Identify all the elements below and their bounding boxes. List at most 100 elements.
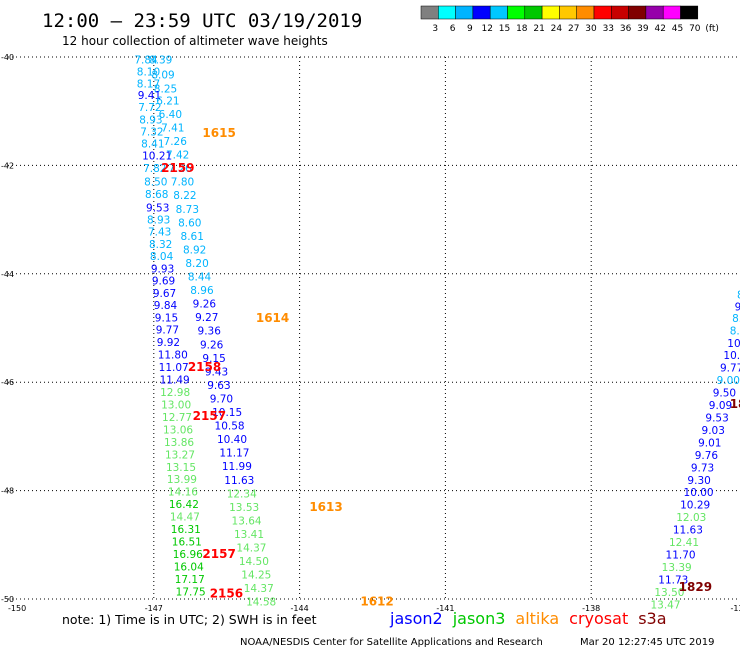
wave-height-label: 16.96 (173, 549, 203, 561)
colorbar-label: (ft) (705, 24, 719, 34)
time-label: 2157 (202, 547, 235, 561)
wave-height-label: 9.63 (207, 380, 230, 392)
colorbar-label: 45 (672, 24, 683, 34)
colorbar-swatch (559, 5, 577, 20)
colorbar-swatch (438, 5, 456, 20)
satellite-legend-s3a: s3a (638, 609, 666, 628)
wave-height-label: 9.03 (702, 425, 725, 437)
colorbar-label: 36 (620, 24, 632, 34)
time-labels: 1615 2159 1614 2158 2157 1613 2157 2156 1612 1829… (161, 126, 740, 609)
satellite-legend-altika: altika (515, 609, 559, 628)
wave-height-label: 9.53 (146, 203, 169, 215)
wave-height-label: 7.82 (143, 163, 166, 175)
wave-height-label: 8.73 (176, 204, 199, 216)
wave-height-label: 8.92 (183, 244, 206, 256)
wave-height-label: 11.49 (160, 374, 190, 386)
footnote: note: 1) Time is in UTC; 2) SWH is in fe… (62, 612, 317, 627)
wave-height-label: 9.26 (200, 339, 224, 351)
wave-height-label: 11.63 (673, 525, 703, 537)
colorbar-label: 33 (603, 24, 614, 34)
wave-height-label: 9.09 (709, 400, 732, 412)
colorbar-swatch (541, 5, 560, 20)
wave-height-label: 7.26 (168, 163, 192, 175)
satellite-legend-jason3: jason3 (452, 609, 506, 628)
y-tick-label: -50 (1, 595, 14, 604)
wave-height-label: 13.06 (163, 424, 193, 436)
colorbar-label: 6 (450, 24, 456, 34)
colorbar-swatch (507, 5, 526, 20)
y-tick-label: -40 (1, 53, 14, 62)
satellite-legend-cryosat: cryosat (569, 609, 628, 628)
wave-height-label: 13.41 (234, 529, 264, 541)
wave-height-label: 9.00 (717, 375, 740, 387)
time-label: 2157 (193, 409, 226, 423)
wave-height-label: 13.64 (232, 515, 262, 527)
wave-height-label: 6.21 (156, 95, 179, 107)
wave-height-label: 9.93 (151, 263, 174, 275)
time-label: 2156 (210, 587, 243, 601)
wave-height-label: 9.67 (735, 301, 740, 313)
wave-height-label: 10.40 (217, 434, 247, 446)
wave-height-label: 9.53 (705, 412, 728, 424)
wave-height-label: 9.36 (198, 326, 222, 338)
colorbar-label: 21 (533, 24, 544, 34)
wave-height-label: 8.87 (730, 326, 740, 338)
wave-height-label: 13.00 (161, 399, 191, 411)
colorbar-swatch (576, 5, 595, 20)
wave-height-label: 10.00 (684, 487, 714, 499)
colorbar-label: 3 (432, 24, 438, 34)
colorbar-label: 70 (689, 24, 701, 34)
wave-height-label: 8.85 (732, 313, 740, 325)
wave-height-label: 8.60 (178, 217, 201, 229)
time-label: 1613 (309, 500, 342, 514)
colorbar-label: 42 (654, 24, 665, 34)
wave-height-label: 8.41 (141, 139, 164, 151)
time-label: 1615 (202, 126, 235, 140)
colorbar-swatch (645, 5, 664, 20)
wave-height-label: 8.20 (185, 258, 208, 270)
colorbar-swatch (593, 5, 612, 20)
wave-height-label: 10.55 (723, 350, 740, 362)
chart-subtitle: 12 hour collection of altimeter wave hei… (62, 34, 328, 48)
wave-height-label: 9.69 (152, 275, 175, 287)
wave-height-label: 16.31 (171, 524, 201, 536)
x-tick-label: -141 (436, 604, 454, 613)
colorbar-label: 30 (585, 24, 597, 34)
colorbar-swatch (420, 5, 439, 20)
wave-height-label: 8.44 (188, 272, 212, 284)
wave-height-label: 17.75 (176, 586, 206, 598)
wave-height-label: 9.15 (202, 353, 225, 365)
colorbar-label: 39 (637, 24, 649, 34)
credit-line: NOAA/NESDIS Center for Satellite Applica… (240, 637, 543, 648)
colorbar-swatch (680, 5, 699, 20)
colorbar-swatch (628, 5, 647, 20)
wave-height-label: 11.99 (222, 461, 252, 473)
y-tick-label: -44 (1, 270, 14, 279)
wave-height-label: 11.80 (158, 350, 188, 362)
wave-height-label: 8.10 (137, 67, 160, 79)
colorbar-label: 12 (481, 24, 492, 34)
wave-height-label: 8.39 (149, 55, 172, 67)
wave-height-label: 11.07 (159, 362, 189, 374)
colorbar-label: 9 (467, 24, 473, 34)
wave-height-label: 9.67 (153, 288, 176, 300)
wave-height-label: 9.77 (720, 363, 740, 375)
wave-height-label: 9.27 (195, 312, 218, 324)
x-tick-label: -147 (145, 604, 163, 613)
wave-height-label: 11.73 (658, 574, 688, 586)
x-tick-label: -150 (8, 604, 26, 613)
chart-title: 12:00 — 23:59 UTC 03/19/2019 (42, 10, 362, 32)
wave-height-label: 11.17 (219, 448, 249, 460)
wave-height-label: 9.92 (157, 337, 180, 349)
x-tick-label: -144 (291, 604, 309, 613)
wave-height-label: 9.84 (154, 300, 178, 312)
wave-height-label: 7.72 (138, 102, 161, 114)
colorbar-label: 18 (516, 24, 528, 34)
x-tick-label: -138 (582, 604, 600, 613)
wave-height-label: 10.21 (142, 151, 172, 163)
wave-height-label: 10.28 (727, 338, 740, 350)
time-label: 1614 (256, 311, 289, 325)
wave-height-label: 12.77 (162, 412, 192, 424)
wave-height-label: 8.96 (190, 285, 214, 297)
